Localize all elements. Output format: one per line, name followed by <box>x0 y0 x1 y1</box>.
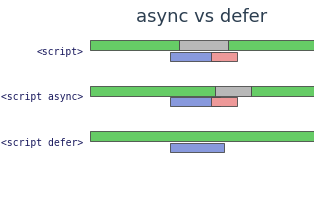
Bar <box>90 86 215 96</box>
Bar <box>211 52 237 61</box>
Bar <box>179 40 228 50</box>
Title: async vs defer: async vs defer <box>136 7 267 25</box>
Bar <box>211 97 237 106</box>
Bar <box>90 40 179 50</box>
Bar <box>170 97 220 106</box>
Bar <box>170 52 220 61</box>
Bar <box>251 86 314 96</box>
Bar <box>215 86 251 96</box>
Bar <box>228 40 314 50</box>
Bar <box>90 131 314 141</box>
Bar <box>170 143 224 152</box>
